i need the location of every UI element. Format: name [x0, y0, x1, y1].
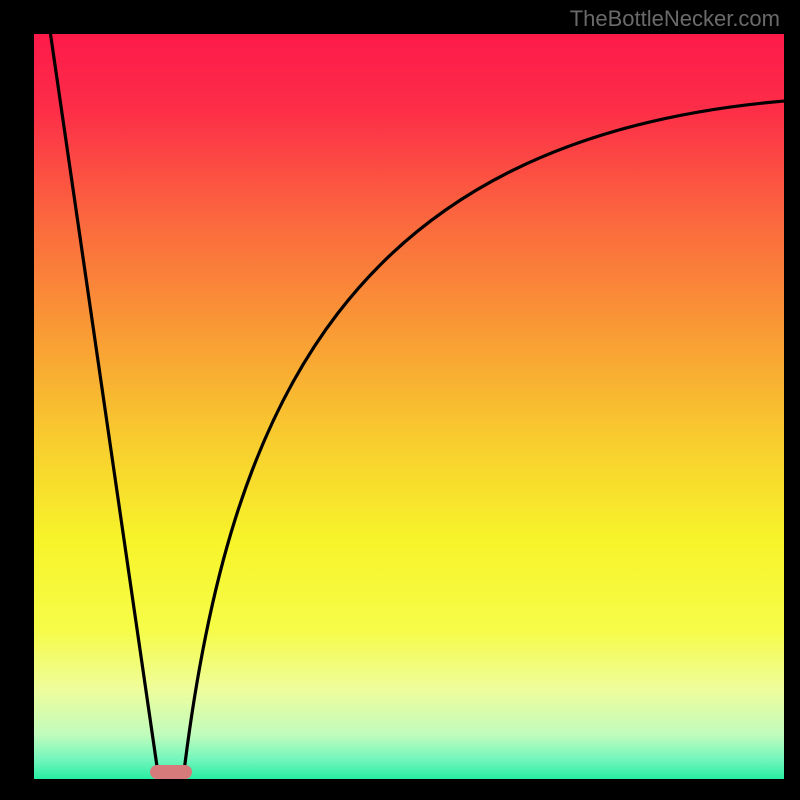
right-curve [184, 101, 784, 772]
curves-layer [34, 34, 784, 779]
watermark-text: TheBottleNecker.com [570, 6, 780, 32]
minimum-marker [150, 765, 192, 779]
left-curve [51, 34, 158, 772]
plot-area [34, 34, 784, 779]
